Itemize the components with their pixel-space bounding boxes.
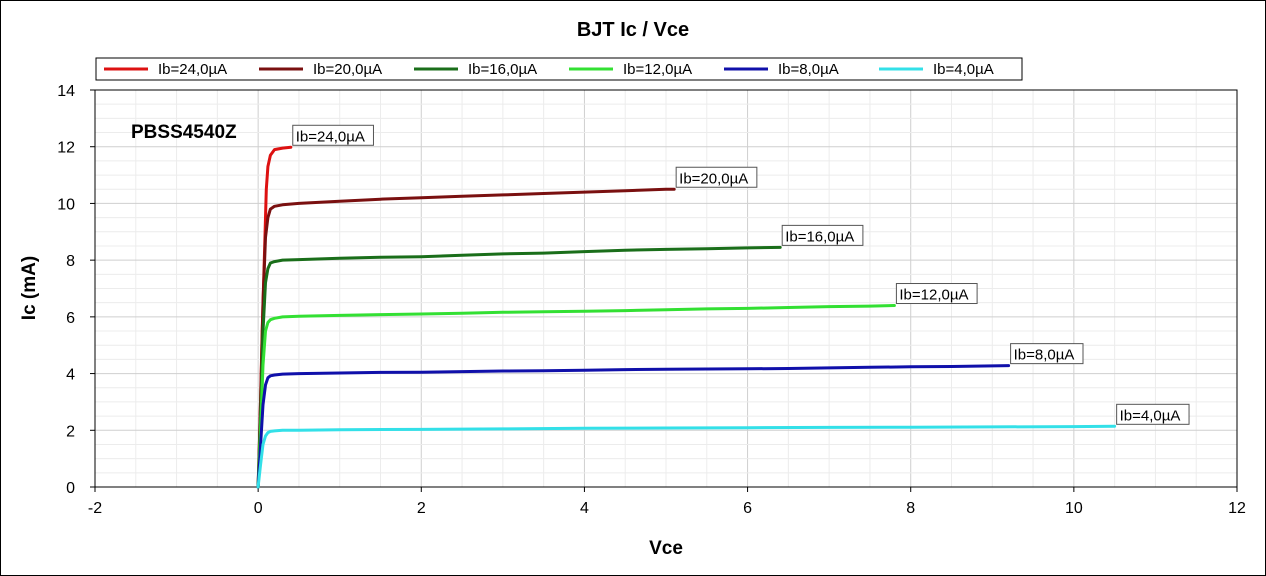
series-end-label-box	[895, 283, 978, 305]
x-tick-label: 10	[1065, 500, 1083, 517]
chart-title: BJT Ic / Vce	[577, 19, 689, 41]
y-tick-label: 4	[66, 367, 75, 384]
series-line	[256, 364, 1011, 489]
series-end-label-box	[781, 224, 864, 246]
legend-box	[95, 57, 1023, 81]
x-tick-label: -2	[88, 500, 102, 517]
legend-entry: Ib=24,0µA	[104, 61, 227, 78]
y-tick-label: 0	[66, 480, 75, 497]
legend-label: Ib=4,0µA	[933, 61, 994, 78]
legend-label: Ib=12,0µA	[623, 61, 692, 78]
series-line	[256, 187, 676, 489]
series-line	[256, 424, 1117, 489]
x-axis: -2 0 2 4 6 8 10 12	[88, 487, 1246, 517]
legend-entry: Ib=20,0µA	[259, 61, 382, 78]
legend-label: Ib=20,0µA	[313, 61, 382, 78]
series-line	[256, 304, 896, 489]
y-tick-label: 2	[66, 423, 75, 440]
legend-entry: Ib=4,0µA	[879, 61, 994, 78]
legend-entry: Ib=16,0µA	[414, 61, 537, 78]
series-end-label-box	[292, 124, 374, 146]
x-tick-label: 8	[906, 500, 915, 517]
series-end-label-text: Ib=24,0µA	[296, 128, 365, 145]
y-tick-label: 14	[57, 83, 75, 100]
series-end-label-box	[1010, 343, 1084, 365]
y-axis-title: Ic (mA)	[19, 256, 40, 320]
series-end-label-text: Ib=8,0µA	[1014, 347, 1075, 364]
grid	[94, 89, 1238, 488]
series-end-label: Ib=8,0µA	[1010, 343, 1084, 365]
x-tick-label: 2	[417, 500, 426, 517]
series-end-label: Ib=4,0µA	[1116, 403, 1190, 425]
series-end-label: Ib=16,0µA	[781, 224, 864, 246]
y-tick-label: 8	[66, 253, 75, 270]
series-end-label-text: Ib=16,0µA	[785, 228, 854, 245]
legend: Ib=24,0µA Ib=20,0µA Ib=16,0µA Ib=12,0µA Ib=8…	[95, 57, 1023, 81]
x-tick-label: 12	[1228, 500, 1246, 517]
legend-label: Ib=16,0µA	[468, 61, 537, 78]
legend-entry: Ib=12,0µA	[569, 61, 692, 78]
series-line	[256, 245, 782, 489]
series-end-label: Ib=12,0µA	[895, 283, 978, 305]
series-end-label-text: Ib=4,0µA	[1120, 407, 1181, 424]
series-end-label-text: Ib=12,0µA	[899, 287, 968, 304]
series-end-labels: Ib=24,0µA Ib=20,0µA Ib=16,0µA Ib=12,0µA Ib=8…	[292, 124, 1190, 425]
series-end-label-box	[675, 166, 758, 188]
x-tick-label: 4	[580, 500, 589, 517]
series-end-label: Ib=20,0µA	[675, 166, 758, 188]
y-tick-label: 6	[66, 310, 75, 327]
device-annotation: PBSS4540Z	[131, 122, 237, 143]
series-end-label: Ib=24,0µA	[292, 124, 374, 146]
x-tick-label: 0	[254, 500, 263, 517]
y-tick-label: 12	[57, 140, 75, 157]
legend-label: Ib=8,0µA	[778, 61, 839, 78]
x-axis-title: Vce	[649, 538, 683, 559]
series-end-label-box	[1116, 403, 1190, 425]
y-axis: 0 2 4 6 8 10 12 14	[57, 83, 95, 497]
legend-label: Ib=24,0µA	[158, 61, 227, 78]
legend-entry: Ib=8,0µA	[724, 61, 839, 78]
y-tick-label: 10	[57, 196, 75, 213]
series-end-label-text: Ib=20,0µA	[679, 170, 748, 187]
series-lines	[256, 145, 1117, 489]
x-tick-label: 6	[743, 500, 752, 517]
plot-border	[94, 89, 1238, 488]
